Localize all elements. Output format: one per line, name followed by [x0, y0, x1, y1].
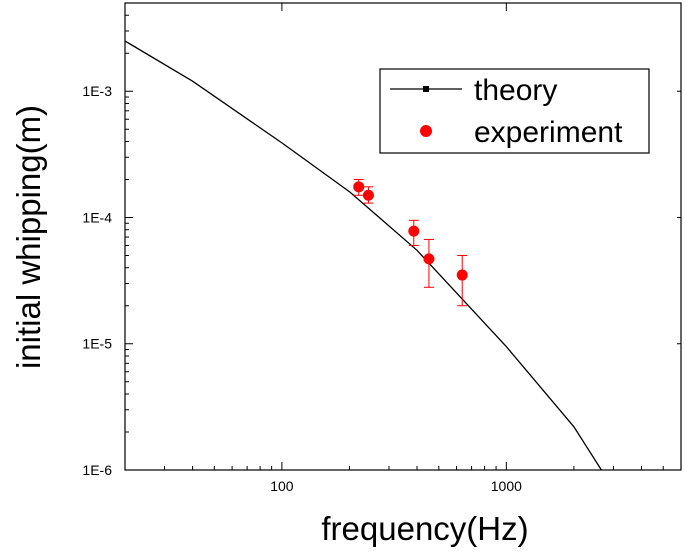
experiment-point	[423, 253, 435, 265]
x-tick-label: 1000	[491, 478, 522, 494]
x-axis-title: frequency(Hz)	[321, 510, 528, 547]
legend: theory experiment	[379, 68, 650, 154]
legend-experiment-label: experiment	[474, 116, 623, 149]
y-tick-label: 1E-4	[82, 209, 112, 225]
experiment-point	[353, 181, 365, 193]
y-tick-label: 1E-5	[82, 336, 112, 352]
plot-area	[125, 40, 603, 470]
theory-line	[125, 40, 603, 470]
experiment-point	[408, 225, 420, 237]
y-tick-label: 1E-3	[82, 83, 112, 99]
legend-theory-label: theory	[474, 74, 557, 107]
legend-theory-marker	[423, 86, 429, 92]
legend-box	[379, 68, 650, 154]
legend-experiment-marker	[420, 125, 432, 137]
x-axis-ticks: 100 1000	[124, 3, 682, 494]
experiment-point	[456, 269, 468, 281]
x-tick-label: 100	[270, 478, 294, 494]
y-axis-ticks: 1E-6 1E-5 1E-4 1E-3	[82, 2, 681, 478]
plot-frame	[124, 2, 682, 471]
experiment-point	[362, 189, 374, 201]
y-axis-title: initial whipping(m)	[10, 105, 47, 369]
y-tick-label: 1E-6	[82, 462, 112, 478]
